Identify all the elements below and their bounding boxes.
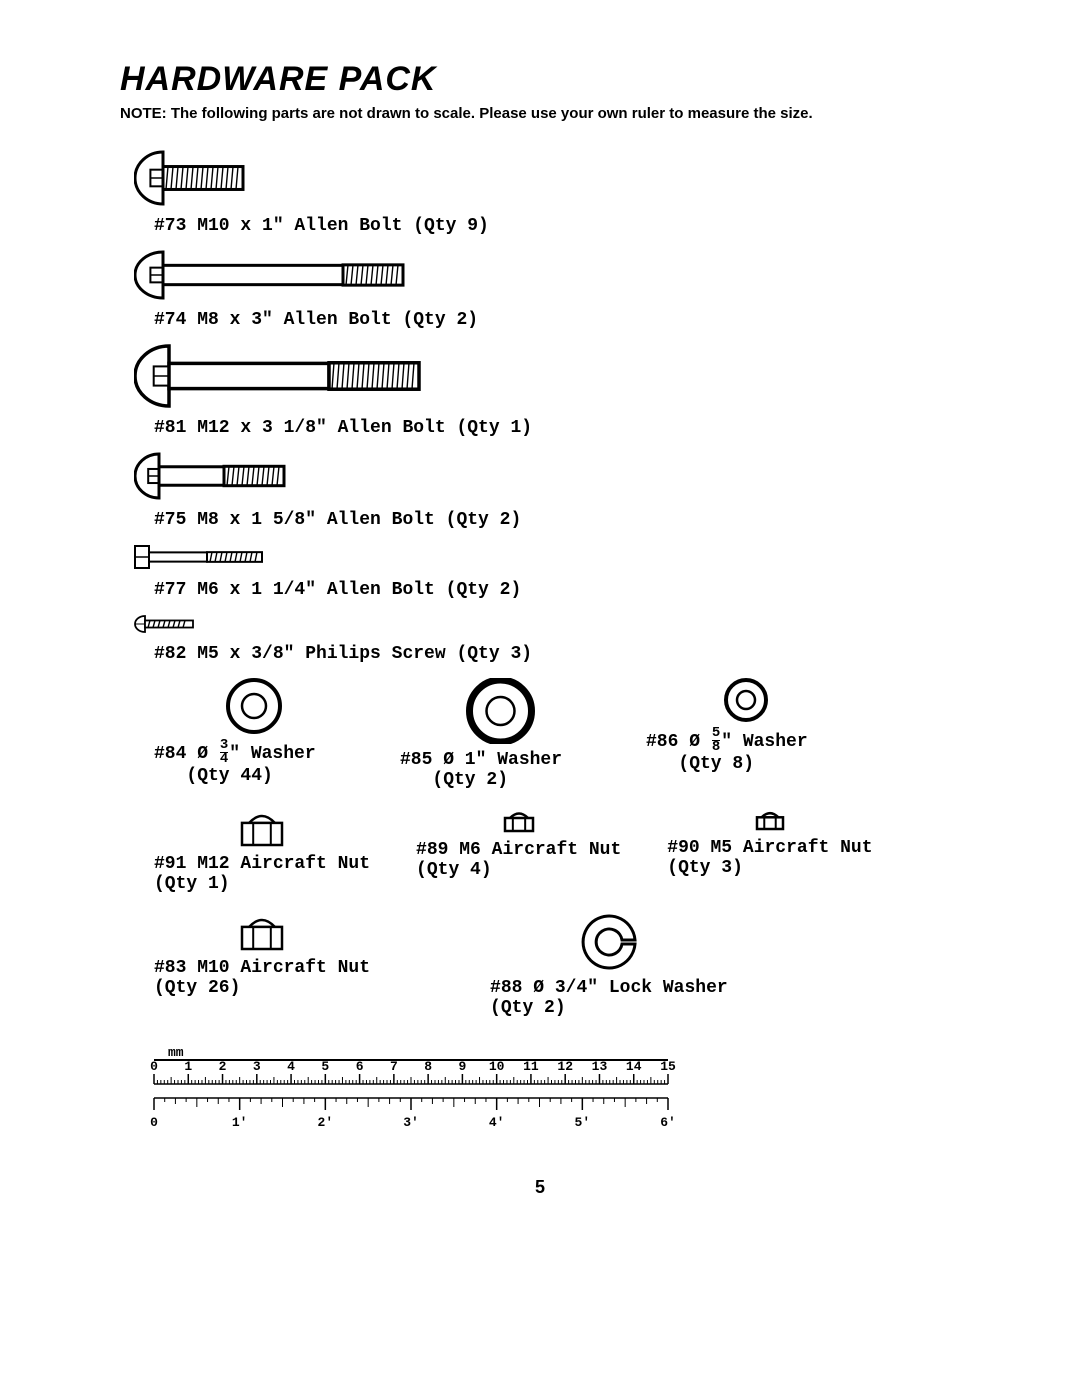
washer-84: #84 Ø 34" Washer (Qty 44) bbox=[154, 678, 354, 790]
svg-text:5': 5' bbox=[575, 1115, 591, 1130]
bolt-icon bbox=[134, 544, 267, 570]
svg-text:2: 2 bbox=[219, 1059, 227, 1074]
svg-text:10: 10 bbox=[489, 1059, 505, 1074]
svg-text:1: 1 bbox=[184, 1059, 192, 1074]
bolt-icon bbox=[134, 344, 424, 408]
svg-text:6': 6' bbox=[660, 1115, 676, 1130]
hardware-item-74: #74 M8 x 3" Allen Bolt (Qty 2) bbox=[134, 250, 960, 330]
svg-text:3: 3 bbox=[253, 1059, 261, 1074]
svg-text:6: 6 bbox=[356, 1059, 364, 1074]
svg-text:4: 4 bbox=[287, 1059, 295, 1074]
nut-90: #90 M5 Aircraft Nut(Qty 3) bbox=[667, 808, 872, 894]
hardware-item-75: #75 M8 x 1 5/8" Allen Bolt (Qty 2) bbox=[134, 452, 960, 530]
hardware-label: #90 M5 Aircraft Nut(Qty 3) bbox=[667, 838, 872, 878]
hardware-label: #88 Ø 3/4" Lock Washer(Qty 2) bbox=[490, 978, 728, 1018]
hardware-label: #82 M5 x 3/8" Philips Screw (Qty 3) bbox=[154, 644, 960, 664]
hardware-label: #77 M6 x 1 1/4" Allen Bolt (Qty 2) bbox=[154, 580, 960, 600]
hardware-label: #73 M10 x 1" Allen Bolt (Qty 9) bbox=[154, 216, 960, 236]
washer-86: #86 Ø 58" Washer (Qty 8) bbox=[646, 678, 846, 790]
svg-text:3': 3' bbox=[403, 1115, 419, 1130]
svg-text:0: 0 bbox=[150, 1115, 158, 1130]
nut-91: #91 M12 Aircraft Nut(Qty 1) bbox=[154, 808, 370, 894]
note-text: NOTE: The following parts are not drawn … bbox=[120, 105, 960, 122]
bolt-icon bbox=[134, 150, 248, 206]
hardware-label: #85 Ø 1" Washer (Qty 2) bbox=[400, 750, 600, 790]
svg-text:4': 4' bbox=[489, 1115, 505, 1130]
page-title: HARDWARE PACK bbox=[120, 60, 960, 99]
svg-text:11: 11 bbox=[523, 1059, 539, 1074]
bottom-row: #83 M10 Aircraft Nut(Qty 26) #88 Ø 3/4" L… bbox=[154, 912, 960, 1018]
hardware-item-77: #77 M6 x 1 1/4" Allen Bolt (Qty 2) bbox=[134, 544, 960, 600]
nuts-row: #91 M12 Aircraft Nut(Qty 1) #89 M6 Aircra… bbox=[154, 808, 960, 894]
item-83: #83 M10 Aircraft Nut(Qty 26) bbox=[154, 912, 370, 1018]
bolt-icon bbox=[134, 614, 198, 634]
svg-text:7: 7 bbox=[390, 1059, 398, 1074]
washer-85: #85 Ø 1" Washer (Qty 2) bbox=[400, 678, 600, 790]
nut-89: #89 M6 Aircraft Nut(Qty 4) bbox=[416, 808, 621, 894]
svg-text:mm: mm bbox=[168, 1045, 184, 1060]
hardware-label: #86 Ø 58" Washer (Qty 8) bbox=[646, 728, 846, 774]
hardware-label: #75 M8 x 1 5/8" Allen Bolt (Qty 2) bbox=[154, 510, 960, 530]
svg-text:9: 9 bbox=[458, 1059, 466, 1074]
hardware-item-73: #73 M10 x 1" Allen Bolt (Qty 9) bbox=[134, 150, 960, 236]
page-number: 5 bbox=[120, 1177, 960, 1198]
svg-text:5: 5 bbox=[321, 1059, 329, 1074]
hardware-item-82: #82 M5 x 3/8" Philips Screw (Qty 3) bbox=[134, 614, 960, 664]
bolt-icon bbox=[134, 452, 289, 500]
svg-text:13: 13 bbox=[592, 1059, 608, 1074]
svg-text:0: 0 bbox=[150, 1059, 158, 1074]
washers-row: #84 Ø 34" Washer (Qty 44) #85 Ø 1" Washer… bbox=[154, 678, 960, 790]
ruler: mm012345678910111213141501'2'3'4'5'6' bbox=[148, 1042, 960, 1147]
svg-text:2': 2' bbox=[318, 1115, 334, 1130]
svg-text:12: 12 bbox=[557, 1059, 573, 1074]
hardware-label: #81 M12 x 3 1/8" Allen Bolt (Qty 1) bbox=[154, 418, 960, 438]
hardware-label: #89 M6 Aircraft Nut(Qty 4) bbox=[416, 840, 621, 880]
hardware-label: #74 M8 x 3" Allen Bolt (Qty 2) bbox=[154, 310, 960, 330]
bolt-icon bbox=[134, 250, 408, 300]
hardware-item-81: #81 M12 x 3 1/8" Allen Bolt (Qty 1) bbox=[134, 344, 960, 438]
hardware-label: #91 M12 Aircraft Nut(Qty 1) bbox=[154, 854, 370, 894]
svg-text:1': 1' bbox=[232, 1115, 248, 1130]
svg-text:8: 8 bbox=[424, 1059, 432, 1074]
item-88: #88 Ø 3/4" Lock Washer(Qty 2) bbox=[490, 912, 728, 1018]
hardware-label: #84 Ø 34" Washer (Qty 44) bbox=[154, 740, 354, 786]
svg-text:15: 15 bbox=[660, 1059, 676, 1074]
svg-text:14: 14 bbox=[626, 1059, 642, 1074]
hardware-label: #83 M10 Aircraft Nut(Qty 26) bbox=[154, 958, 370, 998]
